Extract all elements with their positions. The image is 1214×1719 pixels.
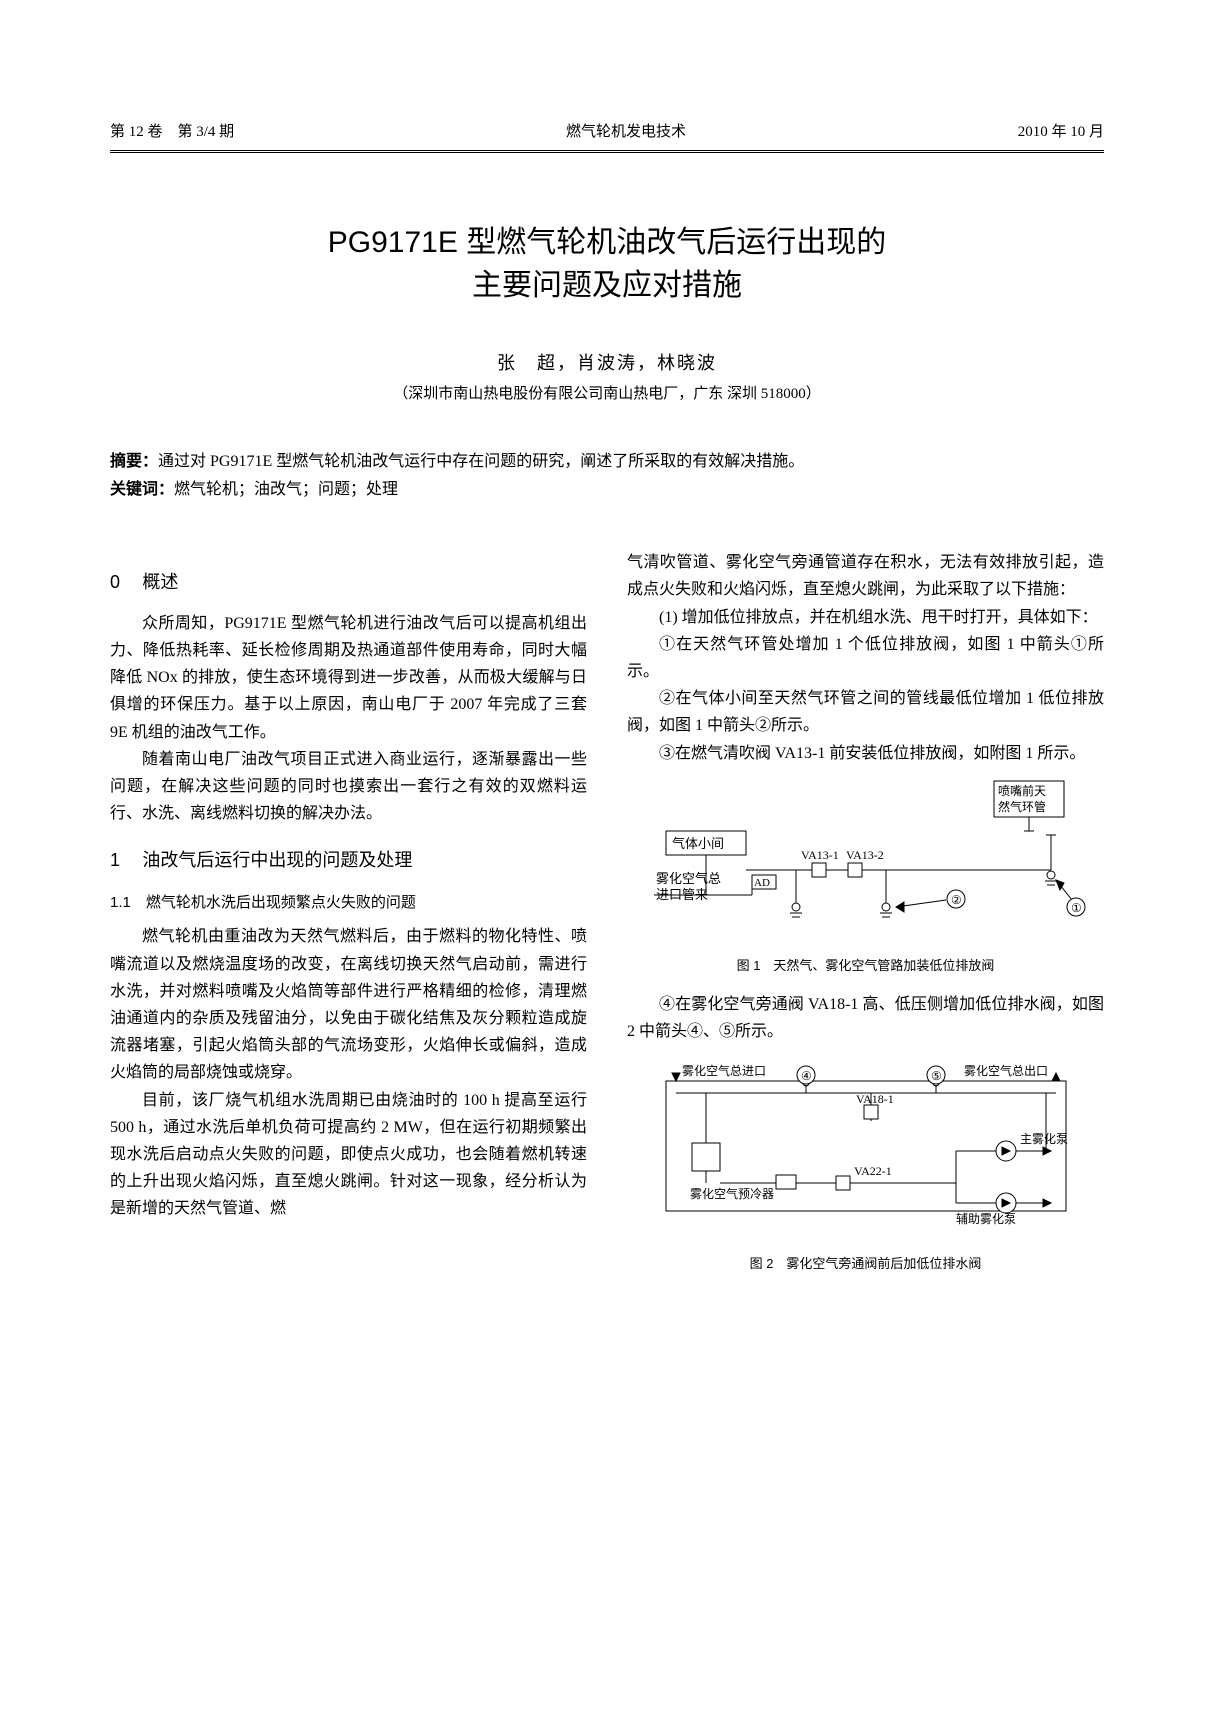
left-column: 0概述 众所周知，PG9171E 型燃气轮机进行油改气后可以提高机组出力、降低热… <box>110 549 587 1289</box>
header-journal: 燃气轮机发电技术 <box>566 120 686 146</box>
title-line-1: PG9171E 型燃气轮机油改气后运行出现的 <box>110 221 1104 265</box>
measure-1d: ④在雾化空气旁通阀 VA18-1 高、低压侧增加低位排水阀，如图 2 中箭头④、… <box>627 991 1104 1045</box>
fig1-v2: VA13-2 <box>846 848 884 862</box>
measure-1b: ②在气体小间至天然气环管之间的管线最低位增加 1 低位排放阀，如图 1 中箭头②… <box>627 685 1104 739</box>
figure-1-caption: 图 1 天然气、雾化空气管路加装低位排放阀 <box>627 955 1104 977</box>
paper-title: PG9171E 型燃气轮机油改气后运行出现的 主要问题及应对措施 <box>110 221 1104 308</box>
fig1-ring-1: 喷嘴前天 <box>998 783 1046 798</box>
abstract-label: 摘要： <box>110 453 158 470</box>
abstract-block: 摘要：通过对 PG9171E 型燃气轮机油改气运行中存在问题的研究，阐述了所采取… <box>110 448 1104 506</box>
fig1-circ2: ② <box>951 893 962 907</box>
abstract-text: 通过对 PG9171E 型燃气轮机油改气运行中存在问题的研究，阐述了所采取的有效… <box>158 453 804 470</box>
figure-1-diagram: 气体小间 雾化空气总 进口管来 AD VA13-1 VA13-2 喷嘴前天 然气… <box>646 775 1086 945</box>
header-volume: 第 12 卷 第 3/4 期 <box>110 120 234 146</box>
header-rule <box>110 150 1104 153</box>
fig2-circ5: ⑤ <box>931 1069 942 1083</box>
keywords-text: 燃气轮机；油改气；问题；处理 <box>174 481 398 498</box>
fig2-main-pump: 主雾化泵 <box>1020 1132 1068 1146</box>
fig2-v22: VA22-1 <box>854 1164 892 1178</box>
para-1a: 燃气轮机由重油改为天然气燃料后，由于燃料的物化特性、喷嘴流道以及燃烧温度场的改变… <box>110 923 587 1086</box>
fig2-v18: VA18-1 <box>856 1092 894 1106</box>
subsection-1-1-heading: 1.1 燃气轮机水洗后出现频繁点火失败的问题 <box>110 890 587 916</box>
fig1-ring-2: 然气环管 <box>998 799 1046 814</box>
fig2-inlet: 雾化空气总进口 <box>682 1063 766 1078</box>
fig1-inlet-1: 雾化空气总 <box>656 871 721 886</box>
keywords-label: 关键词： <box>110 481 174 498</box>
header-date: 2010 年 10 月 <box>1018 120 1104 146</box>
fig1-ad: AD <box>754 877 770 889</box>
page-header: 第 12 卷 第 3/4 期 燃气轮机发电技术 2010 年 10 月 <box>110 120 1104 150</box>
fig1-box-label: 气体小间 <box>672 836 724 851</box>
fig1-v1: VA13-1 <box>801 848 839 862</box>
title-line-2: 主要问题及应对措施 <box>110 264 1104 308</box>
measure-1a: ①在天然气环管处增加 1 个低位排放阀，如图 1 中箭头①所示。 <box>627 631 1104 685</box>
figure-2-diagram: 雾化空气总进口 雾化空气总出口 VA18-1 VA22-1 雾化空气预冷器 主雾… <box>646 1053 1086 1243</box>
para-1b: 目前，该厂烧气机组水洗周期已由烧油时的 100 h 提高至运行 500 h，通过… <box>110 1087 587 1223</box>
fig2-precooler: 雾化空气预冷器 <box>690 1186 774 1201</box>
section-0-num: 0 <box>110 567 142 598</box>
affiliation: （深圳市南山热电股份有限公司南山热电厂，广东 深圳 518000） <box>110 382 1104 408</box>
fig2-outlet: 雾化空气总出口 <box>964 1063 1048 1078</box>
para-cont: 气清吹管道、雾化空气旁通管道存在积水，无法有效排放引起，造成点火失败和火焰闪烁，… <box>627 549 1104 603</box>
keywords-line: 关键词：燃气轮机；油改气；问题；处理 <box>110 476 1104 505</box>
section-0-heading: 0概述 <box>110 567 587 598</box>
section-1-title: 油改气后运行中出现的问题及处理 <box>142 850 412 870</box>
measure-1: (1) 增加低位排放点，并在机组水洗、甩干时打开，具体如下： <box>627 604 1104 631</box>
fig2-circ4: ④ <box>801 1069 812 1083</box>
section-1-heading: 1油改气后运行中出现的问题及处理 <box>110 845 587 876</box>
abstract-line: 摘要：通过对 PG9171E 型燃气轮机油改气运行中存在问题的研究，阐述了所采取… <box>110 448 1104 477</box>
figure-2-caption: 图 2 雾化空气旁通阀前后加低位排水阀 <box>627 1253 1104 1275</box>
fig1-circ1: ① <box>1071 901 1082 915</box>
authors: 张 超，肖波涛，林晓波 <box>110 348 1104 379</box>
para-0b: 随着南山电厂油改气项目正式进入商业运行，逐渐暴露出一些问题，在解决这些问题的同时… <box>110 746 587 828</box>
fig2-aux-pump: 辅助雾化泵 <box>956 1212 1016 1226</box>
para-0a: 众所周知，PG9171E 型燃气轮机进行油改气后可以提高机组出力、降低热耗率、延… <box>110 610 587 746</box>
section-1-num: 1 <box>110 845 142 876</box>
measure-1c: ③在燃气清吹阀 VA13-1 前安装低位排放阀，如附图 1 所示。 <box>627 740 1104 767</box>
section-0-title: 概述 <box>142 572 178 592</box>
body-columns: 0概述 众所周知，PG9171E 型燃气轮机进行油改气后可以提高机组出力、降低热… <box>110 549 1104 1289</box>
fig1-inlet-2: 进口管来 <box>656 887 708 902</box>
right-column: 气清吹管道、雾化空气旁通管道存在积水，无法有效排放引起，造成点火失败和火焰闪烁，… <box>627 549 1104 1289</box>
